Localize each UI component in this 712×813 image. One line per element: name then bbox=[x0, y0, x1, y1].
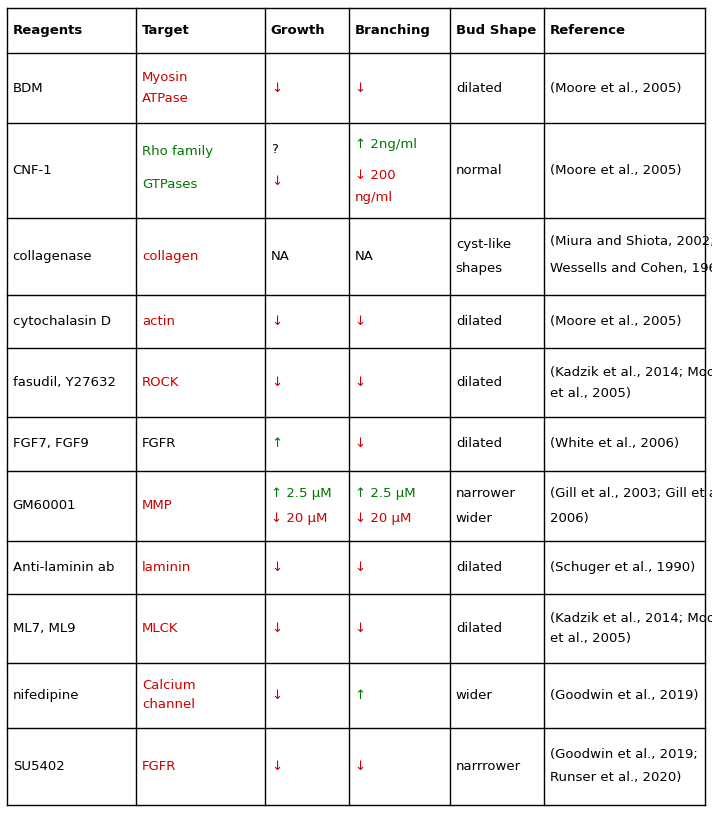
Text: ↑ 2.5 μM: ↑ 2.5 μM bbox=[355, 487, 415, 499]
Text: fasudil, Y27632: fasudil, Y27632 bbox=[13, 376, 116, 389]
Text: ↓ 200: ↓ 200 bbox=[355, 169, 395, 182]
Text: ↓: ↓ bbox=[271, 376, 282, 389]
Text: (Moore et al., 2005): (Moore et al., 2005) bbox=[550, 315, 681, 328]
Text: ?: ? bbox=[271, 143, 278, 156]
Text: dilated: dilated bbox=[456, 561, 502, 574]
Text: FGF7, FGF9: FGF7, FGF9 bbox=[13, 437, 88, 450]
Text: FGFR: FGFR bbox=[142, 437, 176, 450]
Text: Calcium: Calcium bbox=[142, 679, 195, 692]
Text: ROCK: ROCK bbox=[142, 376, 179, 389]
Text: collagen: collagen bbox=[142, 250, 198, 263]
Text: ↓: ↓ bbox=[271, 759, 282, 772]
Text: Wessells and Cohen, 1968): Wessells and Cohen, 1968) bbox=[550, 262, 712, 275]
Text: ↑ 2ng/ml: ↑ 2ng/ml bbox=[355, 137, 417, 150]
Text: shapes: shapes bbox=[456, 262, 503, 275]
Text: actin: actin bbox=[142, 315, 174, 328]
Text: GM60001: GM60001 bbox=[13, 499, 76, 512]
Text: cytochalasin D: cytochalasin D bbox=[13, 315, 110, 328]
Text: Reference: Reference bbox=[550, 24, 626, 37]
Text: ↑: ↑ bbox=[355, 689, 366, 702]
Text: ↓: ↓ bbox=[355, 437, 366, 450]
Text: Branching: Branching bbox=[355, 24, 431, 37]
Text: Runser et al., 2020): Runser et al., 2020) bbox=[550, 772, 681, 785]
Text: SU5402: SU5402 bbox=[13, 759, 65, 772]
Text: channel: channel bbox=[142, 698, 195, 711]
Text: Anti-laminin ab: Anti-laminin ab bbox=[13, 561, 114, 574]
Text: ↓: ↓ bbox=[355, 622, 366, 635]
Text: Target: Target bbox=[142, 24, 189, 37]
Text: ↓: ↓ bbox=[355, 376, 366, 389]
Text: ↓: ↓ bbox=[271, 561, 282, 574]
Text: (Schuger et al., 1990): (Schuger et al., 1990) bbox=[550, 561, 695, 574]
Text: Rho family: Rho family bbox=[142, 146, 213, 159]
Text: dilated: dilated bbox=[456, 81, 502, 94]
Text: (Goodwin et al., 2019): (Goodwin et al., 2019) bbox=[550, 689, 698, 702]
Text: et al., 2005): et al., 2005) bbox=[550, 633, 631, 646]
Text: dilated: dilated bbox=[456, 437, 502, 450]
Text: ↓: ↓ bbox=[271, 81, 282, 94]
Text: (Kadzik et al., 2014; Moore: (Kadzik et al., 2014; Moore bbox=[550, 612, 712, 625]
Text: wider: wider bbox=[456, 512, 493, 525]
Text: cyst-like: cyst-like bbox=[456, 238, 511, 251]
Text: ↓ 20 μM: ↓ 20 μM bbox=[271, 512, 328, 525]
Text: nifedipine: nifedipine bbox=[13, 689, 79, 702]
Text: ↓: ↓ bbox=[271, 315, 282, 328]
Text: collagenase: collagenase bbox=[13, 250, 93, 263]
Text: ↓: ↓ bbox=[355, 759, 366, 772]
Text: GTPases: GTPases bbox=[142, 178, 197, 191]
Text: ↓: ↓ bbox=[355, 561, 366, 574]
Text: Bud Shape: Bud Shape bbox=[456, 24, 536, 37]
Text: NA: NA bbox=[271, 250, 290, 263]
Text: dilated: dilated bbox=[456, 315, 502, 328]
Text: CNF-1: CNF-1 bbox=[13, 164, 53, 177]
Text: ATPase: ATPase bbox=[142, 92, 189, 105]
Text: (Moore et al., 2005): (Moore et al., 2005) bbox=[550, 164, 681, 177]
Text: (Kadzik et al., 2014; Moore: (Kadzik et al., 2014; Moore bbox=[550, 366, 712, 379]
Text: ng/ml: ng/ml bbox=[355, 190, 393, 203]
Text: narrower: narrower bbox=[456, 487, 515, 499]
Text: narrrower: narrrower bbox=[456, 759, 521, 772]
Text: ↓: ↓ bbox=[355, 81, 366, 94]
Text: (Moore et al., 2005): (Moore et al., 2005) bbox=[550, 81, 681, 94]
Text: MLCK: MLCK bbox=[142, 622, 178, 635]
Text: (Goodwin et al., 2019;: (Goodwin et al., 2019; bbox=[550, 748, 698, 761]
Text: (Gill et al., 2003; Gill et al.,: (Gill et al., 2003; Gill et al., bbox=[550, 487, 712, 499]
Text: ↓: ↓ bbox=[271, 622, 282, 635]
Text: wider: wider bbox=[456, 689, 493, 702]
Text: ML7, ML9: ML7, ML9 bbox=[13, 622, 75, 635]
Text: ↓: ↓ bbox=[271, 689, 282, 702]
Text: laminin: laminin bbox=[142, 561, 191, 574]
Text: BDM: BDM bbox=[13, 81, 43, 94]
Text: dilated: dilated bbox=[456, 376, 502, 389]
Text: normal: normal bbox=[456, 164, 503, 177]
Text: NA: NA bbox=[355, 250, 374, 263]
Text: ↑: ↑ bbox=[271, 437, 282, 450]
Text: Reagents: Reagents bbox=[13, 24, 83, 37]
Text: ↓: ↓ bbox=[271, 176, 282, 189]
Text: Myosin: Myosin bbox=[142, 71, 188, 84]
Text: et al., 2005): et al., 2005) bbox=[550, 387, 631, 400]
Text: (White et al., 2006): (White et al., 2006) bbox=[550, 437, 679, 450]
Text: ↑ 2.5 μM: ↑ 2.5 μM bbox=[271, 487, 332, 499]
Text: FGFR: FGFR bbox=[142, 759, 176, 772]
Text: 2006): 2006) bbox=[550, 512, 589, 525]
Text: dilated: dilated bbox=[456, 622, 502, 635]
Text: Growth: Growth bbox=[271, 24, 325, 37]
Text: ↓ 20 μM: ↓ 20 μM bbox=[355, 512, 411, 525]
Text: (Miura and Shiota, 2002;: (Miura and Shiota, 2002; bbox=[550, 234, 712, 247]
Text: MMP: MMP bbox=[142, 499, 172, 512]
Text: ↓: ↓ bbox=[355, 315, 366, 328]
